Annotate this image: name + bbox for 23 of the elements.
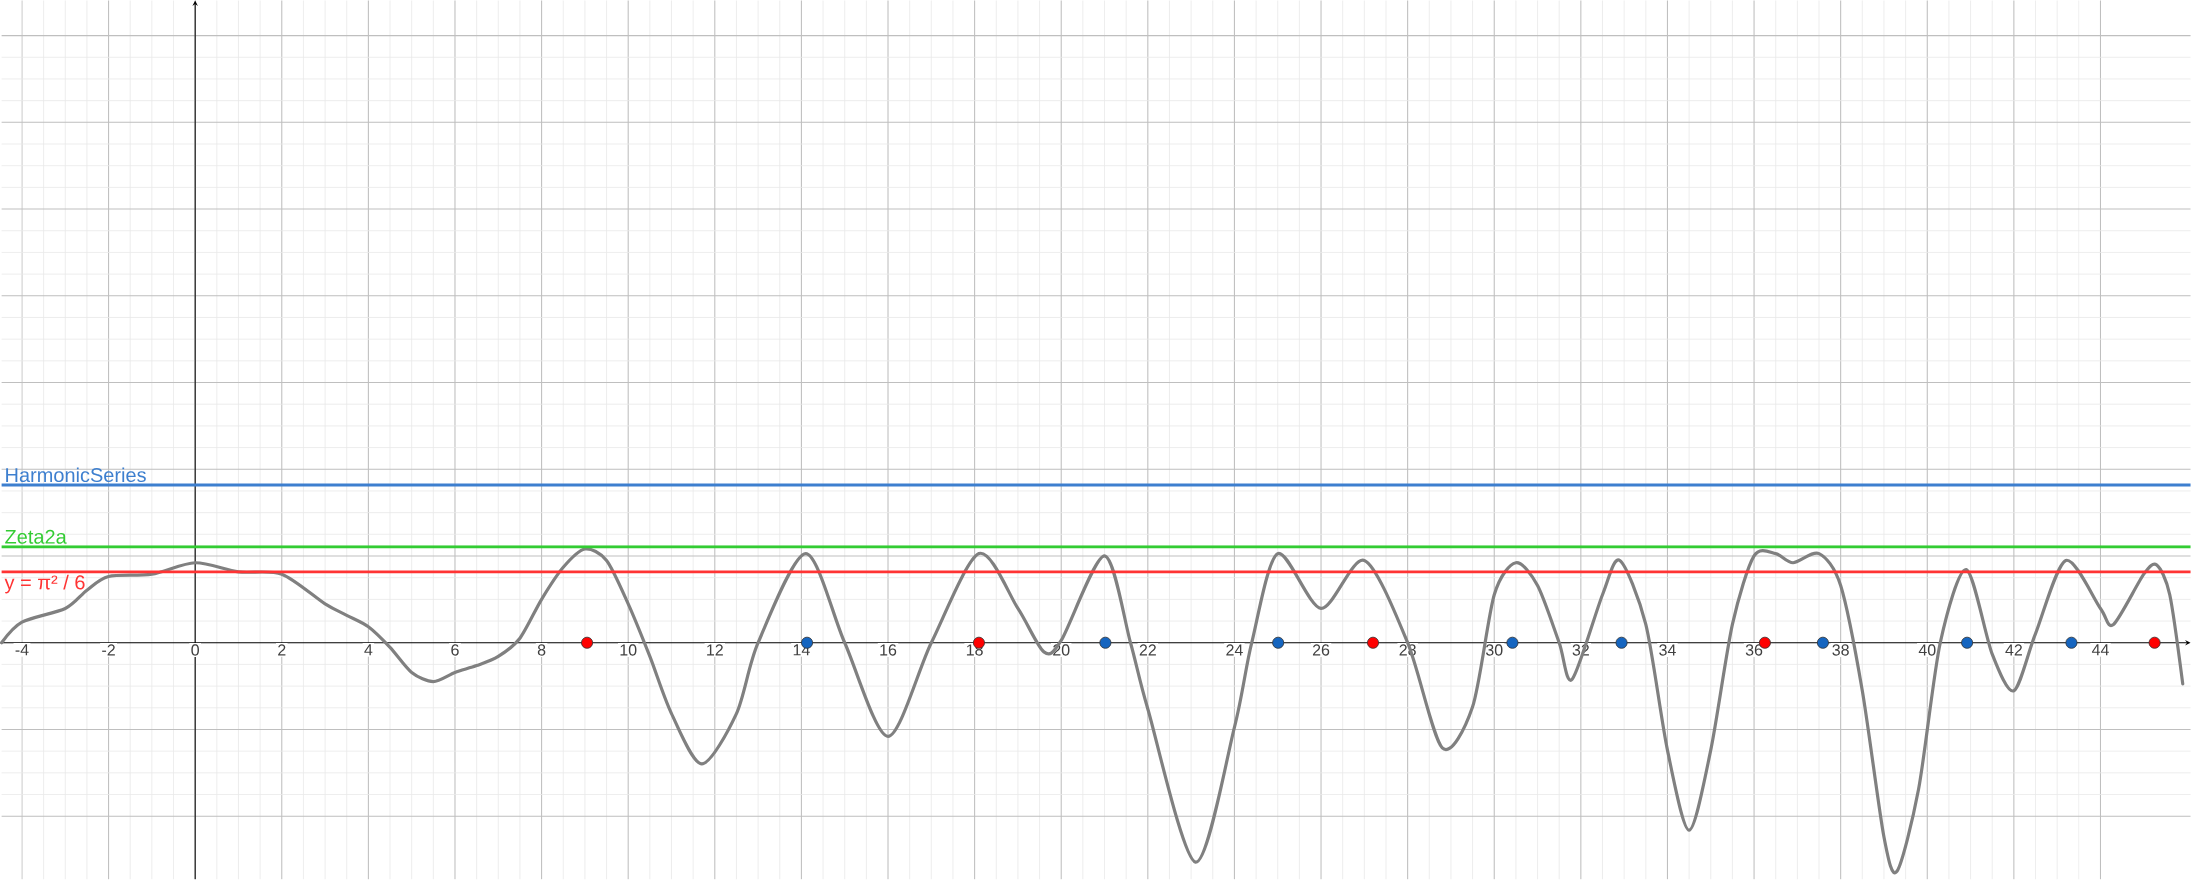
x-tick-label: 8 [537,644,546,656]
x-tick-label: 30 [1485,644,1503,656]
x-tick-label: 4 [364,644,373,656]
x-tick-label: -2 [102,644,115,656]
x-tick-label: 34 [1659,644,1676,656]
x-tick-label: 10 [620,644,637,656]
x-tick-label: 38 [1832,644,1849,656]
x-tick-label: 40 [1918,644,1936,656]
x-tick-label: 16 [880,644,897,656]
ref-line-label: Zeta2a [5,529,67,544]
x-tick-label: -4 [15,644,29,656]
x-tick-label: 22 [1139,644,1156,656]
ref-line-label: HarmonicSeries [6,467,146,483]
x-tick-label: 36 [1745,644,1763,656]
x-tick-label: 42 [2005,644,2022,656]
x-tick-label: 44 [2091,644,2109,656]
x-tick-label: 12 [707,644,723,656]
x-tick-label: 26 [1312,644,1330,656]
x-tick-label: 0 [191,644,199,656]
x-tick-label: 2 [278,644,286,656]
x-tick-label: 6 [451,644,459,656]
x-tick-label: 24 [1226,644,1243,656]
ref-line-label: y = π² / 6 [4,574,85,594]
